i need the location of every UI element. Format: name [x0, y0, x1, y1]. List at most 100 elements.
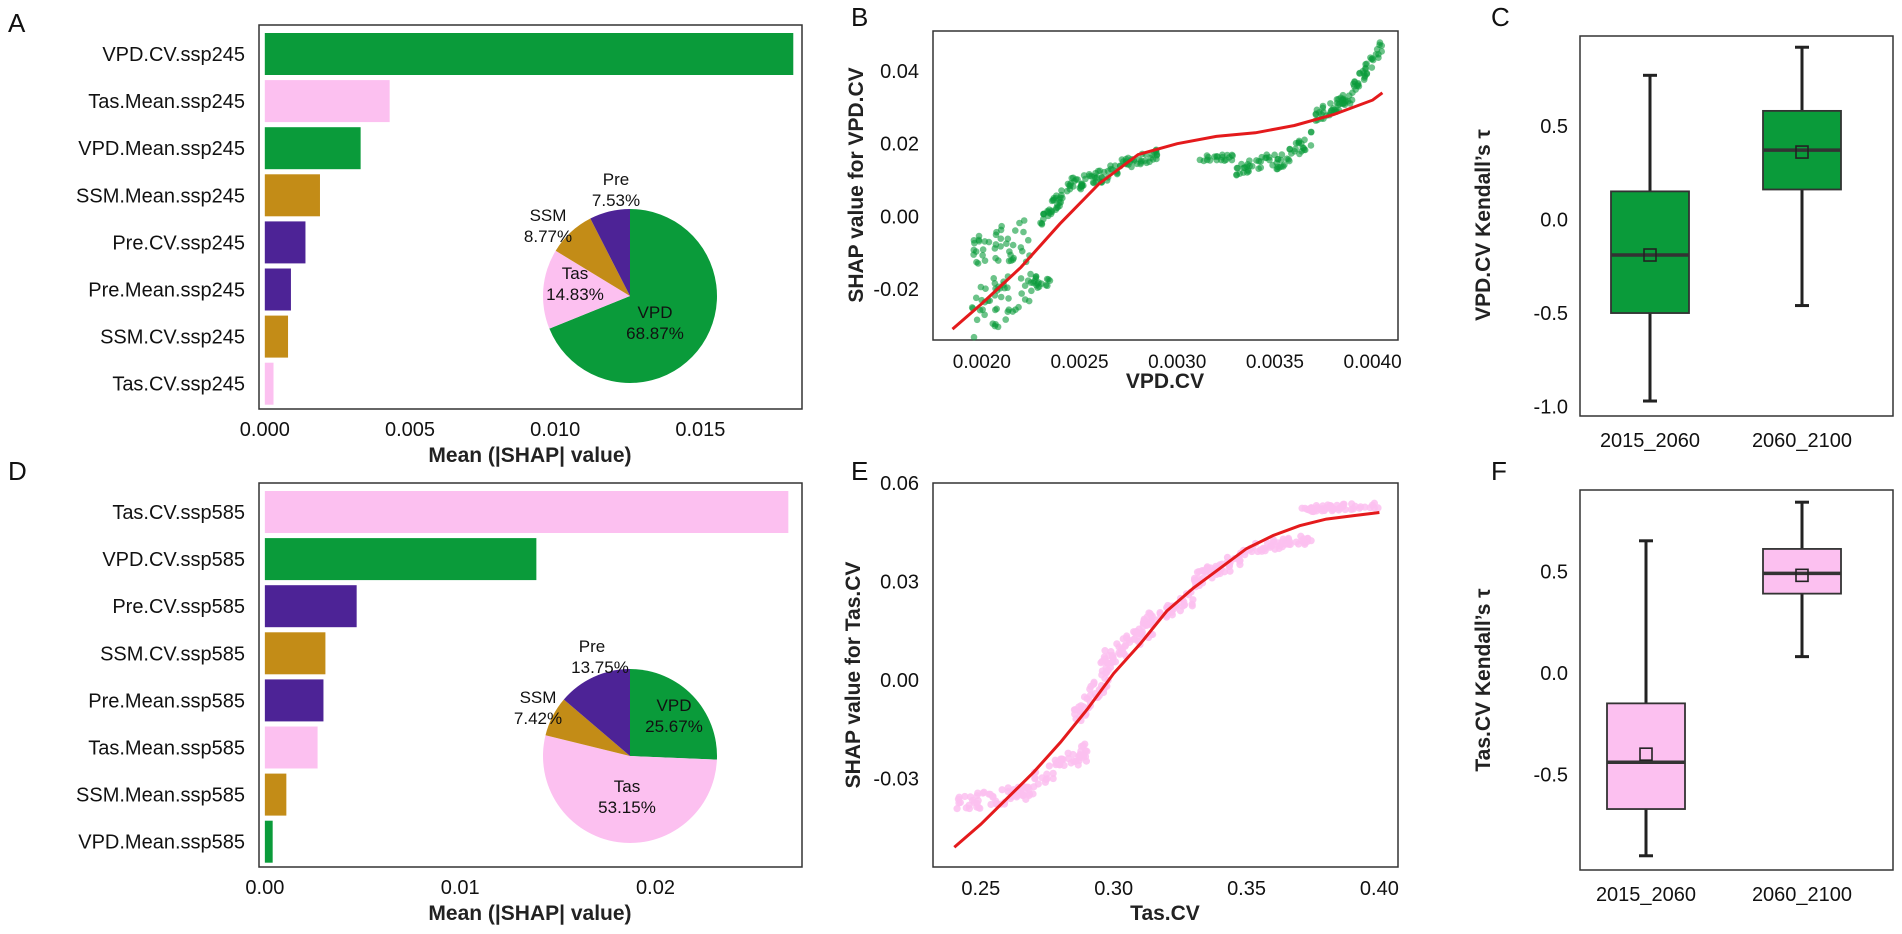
bar [264, 268, 291, 311]
scatter-point [956, 798, 964, 807]
plot-frame [1579, 35, 1894, 417]
scatter-point [1020, 228, 1027, 236]
scatter-point [1057, 755, 1065, 763]
scatter-point [1009, 241, 1017, 249]
scatter-point [974, 789, 982, 797]
scatter-point [1236, 556, 1244, 564]
scatter-point [1032, 273, 1040, 280]
scatter-point [1071, 706, 1079, 714]
scatter-point [981, 311, 988, 319]
scatter-point [1292, 145, 1299, 153]
scatter-point [1083, 747, 1091, 755]
boxplot [1762, 500, 1842, 659]
pie-slice [545, 699, 630, 756]
category-label: Tas.Mean.ssp245 [88, 91, 245, 113]
scatter-point [1078, 181, 1085, 188]
x-tick-label: 0.02 [636, 877, 675, 899]
y-tick-label: -0.5 [1534, 764, 1568, 786]
scatter-point [1049, 769, 1057, 777]
scatter-point [1345, 92, 1353, 99]
y-tick-label: 0.5 [1540, 561, 1568, 583]
scatter-point [1064, 749, 1072, 757]
scatter-point [1255, 165, 1262, 172]
scatter-point [970, 236, 978, 244]
scatter-point [1004, 284, 1011, 292]
scatter-point [1005, 306, 1013, 313]
scatter-point [1148, 612, 1156, 620]
scatter-point [966, 793, 975, 801]
scatter-point [995, 257, 1002, 264]
scatter-point [1058, 191, 1065, 199]
mean-marker [1639, 747, 1653, 761]
scatter-point [989, 792, 997, 801]
bar [264, 585, 357, 628]
scatter-point [1318, 507, 1326, 515]
scatter-point [1044, 208, 1052, 216]
pie-slice [563, 669, 630, 756]
scatter-point [1285, 540, 1293, 548]
panel-letter: B [851, 2, 868, 32]
scatter-point [1049, 774, 1057, 783]
scatter-point [1295, 139, 1302, 147]
scatter-point [1313, 106, 1321, 114]
scatter-point [993, 228, 1000, 236]
boxplots [1606, 500, 1842, 858]
scatter-point [1139, 619, 1147, 627]
panel-b: B 0.04 0.02 0.00 -0.02 0.0020 0.0025 0.0… [845, 2, 1402, 393]
x-tick-label: 0.00 [245, 877, 284, 899]
scatter-point [1101, 647, 1109, 655]
scatter-point [1373, 46, 1381, 53]
scatter-point [1223, 151, 1231, 159]
bar [264, 33, 794, 75]
scatter-point [1053, 192, 1060, 199]
scatter-point [1292, 538, 1300, 546]
scatter-point [997, 235, 1005, 242]
box [1606, 702, 1686, 810]
scatter-point [1024, 236, 1032, 244]
bar [264, 632, 326, 675]
scatter-point [993, 305, 1001, 313]
y-tick-label: 0.06 [880, 473, 919, 495]
scatter-point [970, 333, 978, 341]
category-label: VPD.CV.ssp585 [102, 549, 245, 571]
panel-f: F 0.5 0.0 -0.5 2015_2060 2060_2100 [1472, 456, 1894, 906]
plot-frame [932, 482, 1399, 868]
scatter-point [1329, 505, 1337, 514]
scatter-point [1074, 176, 1081, 183]
bar [264, 773, 287, 816]
bar [264, 820, 273, 863]
scatter-point [1045, 762, 1053, 770]
scatter-point [1238, 160, 1245, 168]
y-axis-label: SHAP value for VPD.CV [845, 67, 868, 302]
scatter-point [1021, 282, 1029, 289]
category-label: VPD.CV.ssp245 [102, 44, 245, 66]
scatter-point [1361, 503, 1369, 511]
x-tick-labels: 0.000 0.005 0.010 0.015 [240, 419, 726, 441]
bar [264, 679, 324, 722]
pie-name-label: Tas [614, 777, 640, 796]
x-axis-label: Tas.CV [1130, 902, 1200, 925]
category-label: SSM.CV.ssp245 [100, 327, 245, 349]
scatter-point [1079, 703, 1088, 711]
x-tick-label: 0.010 [530, 419, 580, 441]
scatter-point [1335, 101, 1342, 108]
scatter-point [972, 294, 980, 302]
scatter-point [1121, 642, 1129, 650]
scatter-point [1147, 619, 1155, 627]
x-tick-label: 0.40 [1360, 878, 1399, 900]
y-tick-label: 0.5 [1540, 116, 1568, 138]
scatter-point [1233, 164, 1241, 172]
x-tick-labels: 0.25 0.30 0.35 0.40 [961, 878, 1399, 900]
category-labels: VPD.CV.ssp245 Tas.Mean.ssp245 VPD.Mean.s… [76, 44, 245, 396]
scatter-point [979, 789, 987, 797]
scatter-point [1109, 654, 1117, 662]
scatter-point [1048, 197, 1056, 205]
boxplot [1610, 73, 1690, 403]
scatter-point [1349, 505, 1357, 513]
bar [264, 174, 320, 217]
boxplot [1606, 539, 1686, 858]
plot-frame [258, 482, 803, 868]
pie-name-label: VPD [657, 696, 692, 715]
x-tick-label: 2060_2100 [1752, 884, 1852, 906]
